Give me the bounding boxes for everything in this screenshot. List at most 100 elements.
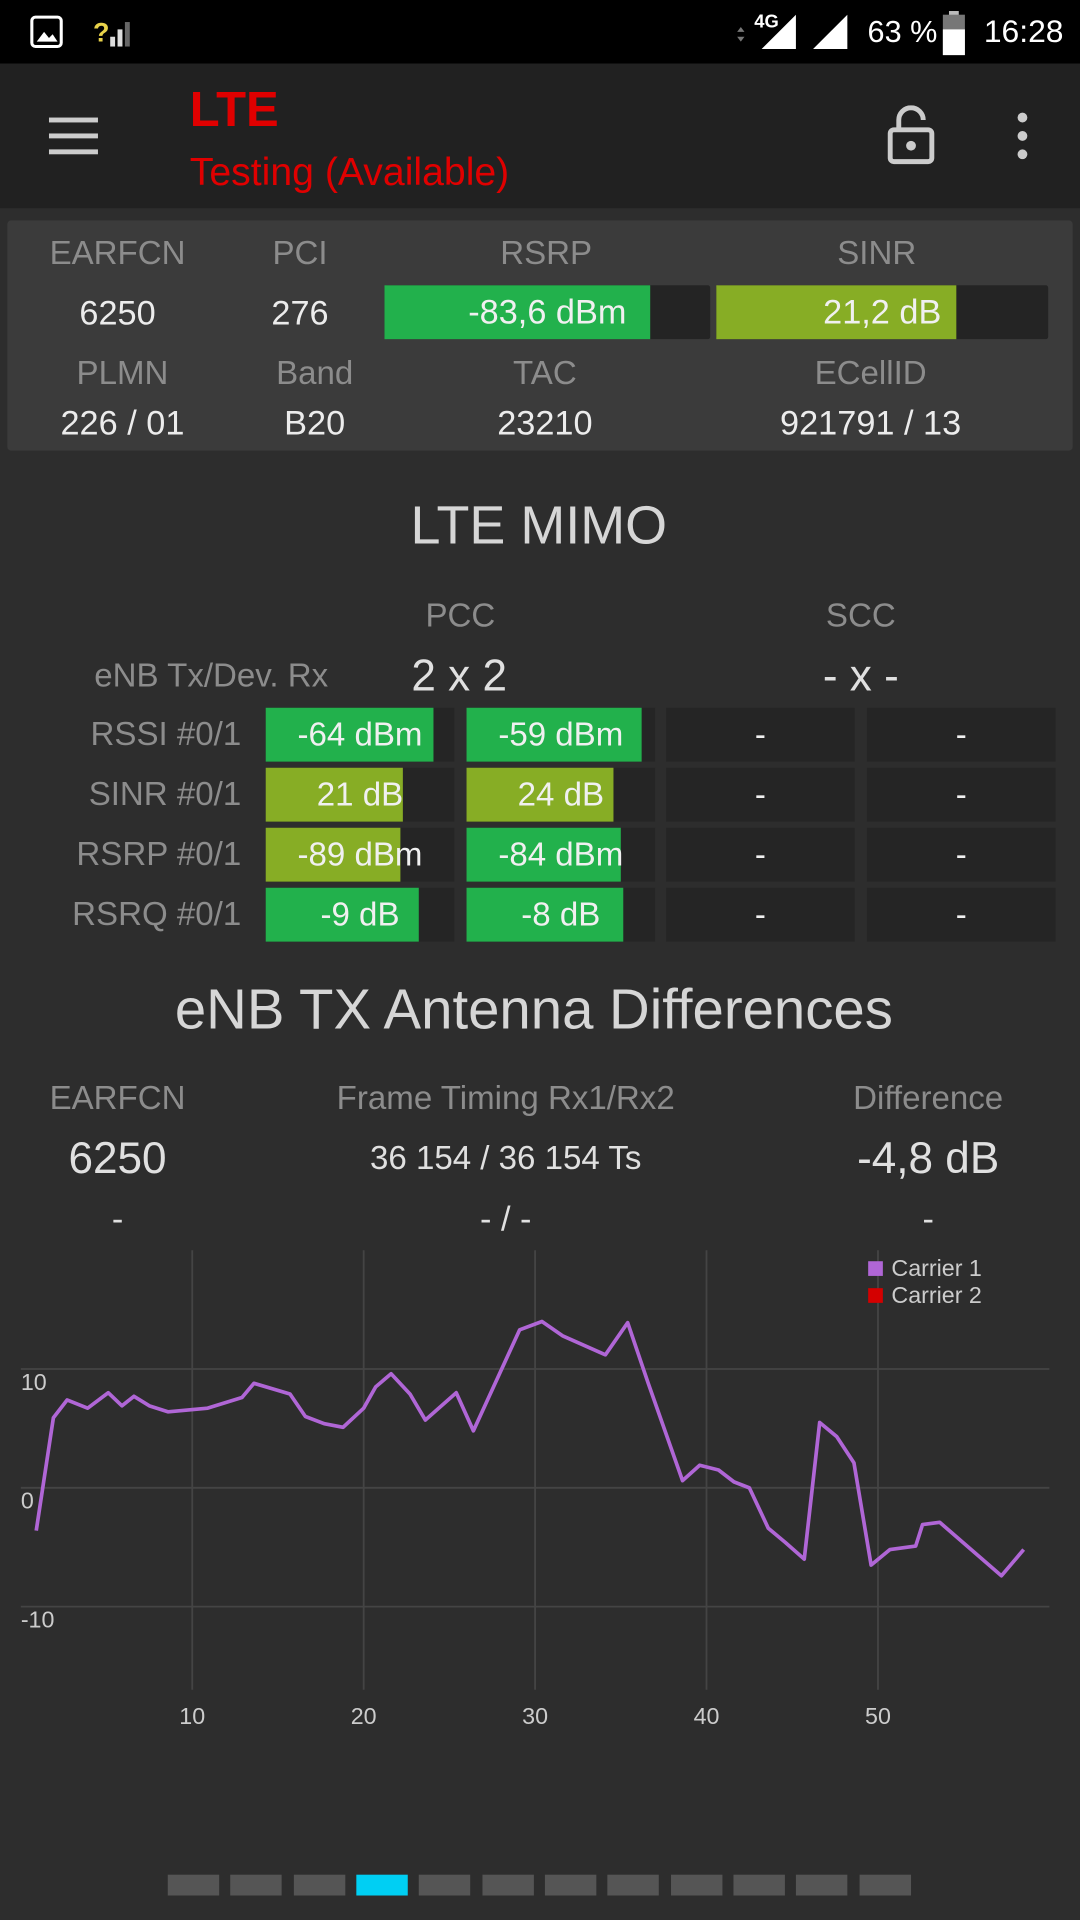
legend-label: Carrier 1 <box>891 1255 981 1281</box>
value: 276 <box>271 293 329 332</box>
label: RSRP <box>500 234 593 272</box>
value: 6250 <box>79 293 156 332</box>
row-label: RSSI #0/1 <box>90 715 242 753</box>
bar-fill <box>466 767 614 822</box>
app-subtitle: Testing (Available) <box>189 149 510 194</box>
bar-fill <box>466 707 642 762</box>
legend-label: Carrier 2 <box>891 1282 981 1308</box>
label: SINR <box>837 234 917 272</box>
cell-value: - <box>955 715 967 753</box>
value: -83,6 dBm <box>468 292 627 331</box>
bar-fill <box>265 767 403 822</box>
cell-value: - <box>955 895 967 933</box>
clock: 16:28 <box>983 12 1064 50</box>
bar-fill <box>265 887 419 942</box>
x-tick-label: 50 <box>865 1703 891 1729</box>
label: Band <box>276 354 354 392</box>
row-label: RSRQ #0/1 <box>72 895 242 933</box>
cell-value: 21 dB <box>316 775 404 813</box>
bar-fill <box>384 285 651 340</box>
cell-value: -59 dBm <box>498 715 624 753</box>
bar-fill <box>466 827 621 882</box>
label: TAC <box>513 354 577 392</box>
page-indicator <box>167 1874 912 1896</box>
legend-swatch <box>868 1261 883 1276</box>
data-line <box>34 1319 1026 1578</box>
x-tick-label: 20 <box>351 1703 377 1729</box>
mimo-cell: 21 dB <box>265 767 455 822</box>
cell-value: - <box>955 835 967 873</box>
mimo-cell: -9 dB <box>265 887 455 942</box>
mimo-cell: 24 dB <box>466 767 656 822</box>
column-header: Difference <box>853 1079 1004 1117</box>
value: 921791 / 13 <box>780 404 962 443</box>
cell-value: - <box>754 715 766 753</box>
y-tick-label: -10 <box>21 1606 55 1632</box>
signal-icons <box>737 14 848 49</box>
section-title: LTE MIMO <box>410 495 667 556</box>
mimo-cell: - <box>866 887 1056 942</box>
app-title: LTE <box>189 83 279 138</box>
mimo-cell: -84 dBm <box>466 827 656 882</box>
value: - <box>922 1200 934 1238</box>
value: 21,2 dB <box>823 292 942 331</box>
mimo-cell: -64 dBm <box>265 707 455 762</box>
more-button[interactable] <box>1011 110 1033 164</box>
mimo-cell: -89 dBm <box>265 827 455 882</box>
bar-fill <box>265 707 434 762</box>
cell-value: -8 dB <box>521 895 601 933</box>
mimo-cell: - <box>866 707 1056 762</box>
value: 36 154 / 36 154 Ts <box>369 1139 642 1177</box>
legend-swatch <box>868 1288 883 1303</box>
sinr-bar: 21,2 dB <box>716 285 1049 340</box>
x-tick-label: 40 <box>694 1703 720 1729</box>
y-tick-label: 10 <box>21 1369 47 1395</box>
y-tick-label: 0 <box>21 1488 34 1514</box>
network-type: 4G <box>754 11 779 33</box>
mimo-cell: - <box>866 827 1056 882</box>
bar-fill <box>265 827 401 882</box>
value: - / - <box>480 1200 532 1238</box>
row-label: SINR #0/1 <box>88 775 242 813</box>
mimo-cell: - <box>666 887 855 942</box>
cell-value: - <box>955 775 967 813</box>
mimo-cell: -8 dB <box>466 887 656 942</box>
menu-button[interactable] <box>47 115 101 157</box>
svg-text:?: ? <box>93 18 109 48</box>
value: 23210 <box>497 404 593 443</box>
mimo-cell: -59 dBm <box>466 707 656 762</box>
column-header: PCC <box>425 596 496 634</box>
row-label: RSRP #0/1 <box>76 835 242 873</box>
cell-value: -9 dB <box>320 895 400 933</box>
rsrp-bar: -83,6 dBm <box>384 285 711 340</box>
x-tick-label: 10 <box>179 1703 205 1729</box>
mimo-cell: - <box>666 707 855 762</box>
row-label: eNB Tx/Dev. Rx <box>94 656 329 694</box>
column-header: Frame Timing Rx1/Rx2 <box>336 1079 675 1117</box>
battery-percent: 63 % <box>867 15 938 50</box>
app-bar: LTE Testing (Available) <box>0 63 1080 209</box>
label: PCI <box>272 234 328 272</box>
label: PLMN <box>76 354 169 392</box>
value: -4,8 dB <box>857 1132 1000 1183</box>
column-header: EARFCN <box>49 1079 186 1117</box>
bar-fill <box>716 285 957 340</box>
label: EARFCN <box>49 234 186 272</box>
label: ECellID <box>814 354 927 392</box>
battery-icon <box>942 11 965 56</box>
cell-value: -64 dBm <box>297 715 423 753</box>
cell-value: - <box>754 775 766 813</box>
value: 6250 <box>68 1132 167 1183</box>
x-tick-label: 30 <box>522 1703 548 1729</box>
cell-value: - <box>754 835 766 873</box>
mimo-cell: - <box>666 827 855 882</box>
lock-button[interactable] <box>887 105 936 166</box>
cell-value: - <box>754 895 766 933</box>
column-header: SCC <box>825 596 896 634</box>
status-bar: ? 4G 63 % 16:28 <box>0 0 1080 64</box>
value: 226 / 01 <box>60 404 185 443</box>
mimo-cell: - <box>666 767 855 822</box>
status-icons: ? <box>30 15 130 49</box>
bar-fill <box>466 887 624 942</box>
